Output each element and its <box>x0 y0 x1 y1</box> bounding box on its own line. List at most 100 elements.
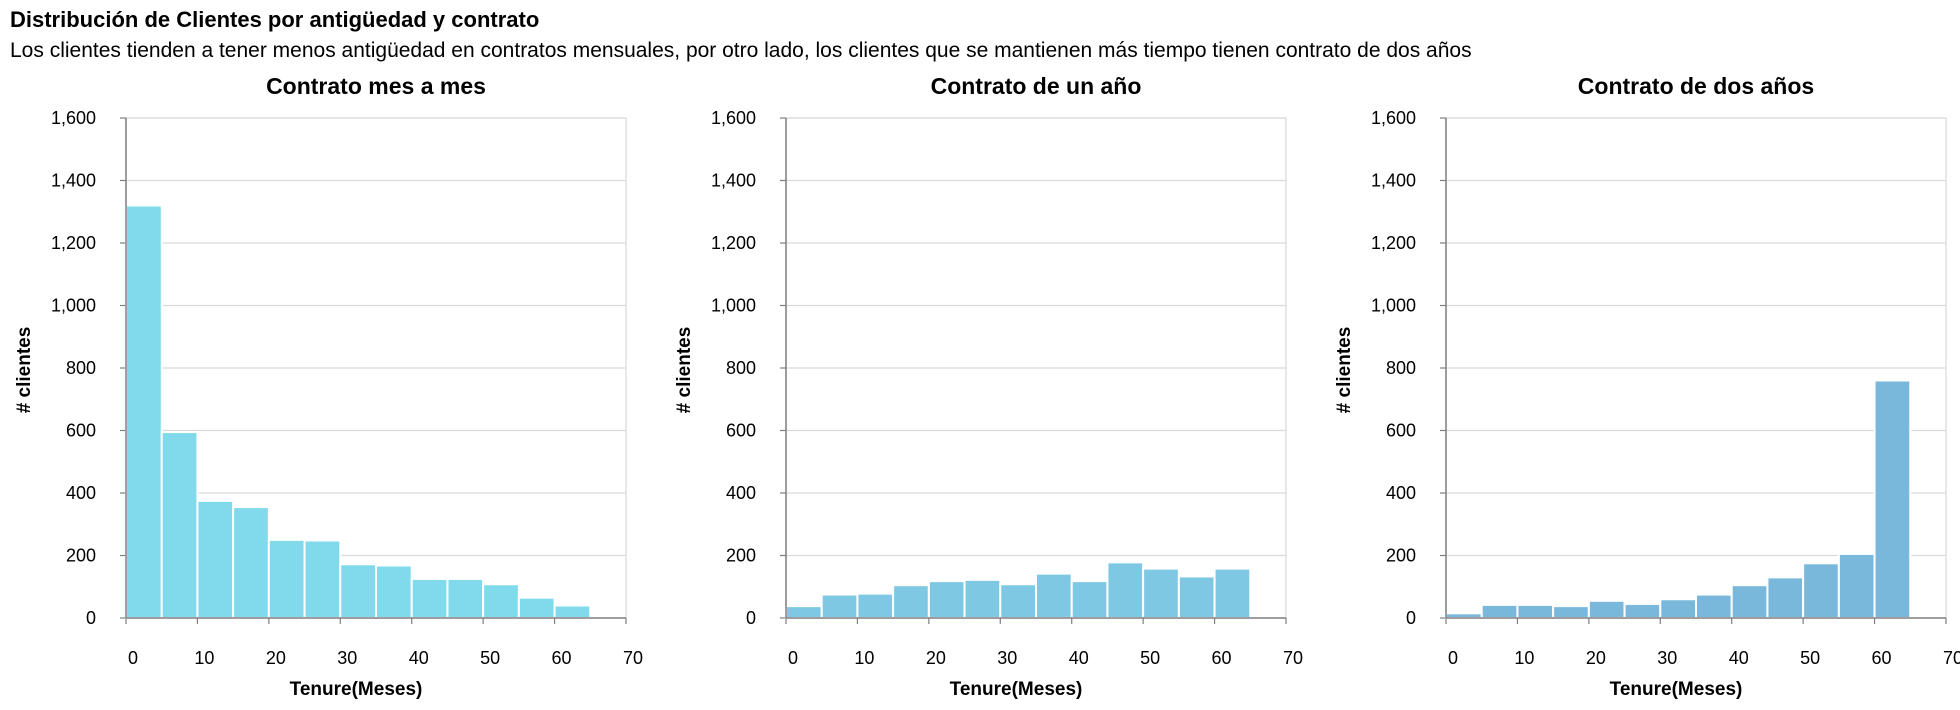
chart-title: Contrato de dos años <box>1578 73 1814 99</box>
x-tick-label: 30 <box>1657 648 1677 668</box>
y-tick-label: 1,000 <box>51 296 96 316</box>
bar <box>160 431 199 619</box>
y-tick-label: 1,600 <box>1371 108 1416 128</box>
bar <box>1177 575 1216 619</box>
bar <box>1552 605 1590 619</box>
x-tick-label: 40 <box>1069 648 1089 668</box>
bar <box>1802 562 1840 619</box>
bar <box>553 604 592 619</box>
y-tick-label: 0 <box>746 608 756 628</box>
bar <box>410 577 449 619</box>
bar <box>125 204 163 619</box>
x-tick-label: 60 <box>1872 648 1892 668</box>
bar <box>303 539 342 619</box>
bar <box>482 583 520 619</box>
bar <box>1480 603 1519 619</box>
bar <box>1695 593 1733 619</box>
bar <box>999 583 1037 619</box>
x-tick-label: 50 <box>480 648 500 668</box>
x-tick-label: 30 <box>997 648 1017 668</box>
x-axis-label: Tenure(Meses) <box>1610 679 1743 700</box>
chart-title: Contrato de un año <box>931 73 1142 99</box>
y-tick-label: 200 <box>66 546 96 566</box>
bar <box>375 564 413 619</box>
y-tick-label: 1,200 <box>51 233 96 253</box>
bar <box>1837 552 1876 619</box>
bar <box>1766 576 1805 619</box>
x-tick-label: 70 <box>623 648 643 668</box>
y-tick-label: 800 <box>1386 358 1416 378</box>
y-tick-label: 200 <box>726 546 756 566</box>
chart-2: 0 200 400 600 800 1,000 1,200 1,400 1,600 0 10 20 30… <box>674 73 1303 700</box>
x-tick-label: 10 <box>194 648 214 668</box>
page-title: Distribución de Clientes por antigüedad … <box>10 7 540 32</box>
bar <box>339 563 377 619</box>
y-tick-label: 1,000 <box>711 296 756 316</box>
x-tick-label: 20 <box>926 648 946 668</box>
x-tick-label: 70 <box>1943 648 1960 668</box>
bar <box>1873 379 1912 619</box>
x-axis-label: Tenure(Meses) <box>290 679 423 700</box>
bar <box>963 578 1002 619</box>
bar <box>267 538 306 619</box>
bar <box>927 580 966 619</box>
x-tick-label: 10 <box>1514 648 1534 668</box>
chart-1: 0 200 400 600 800 1,000 1,200 1,400 1,600 0 10 20 30… <box>14 73 643 700</box>
y-tick-label: 200 <box>1386 546 1416 566</box>
y-tick-label: 400 <box>1386 483 1416 503</box>
bar <box>517 596 556 619</box>
y-tick-label: 600 <box>1386 421 1416 441</box>
x-tick-label: 0 <box>1448 648 1458 668</box>
y-tick-label: 1,600 <box>711 108 756 128</box>
bar <box>1106 561 1145 619</box>
bar <box>232 506 270 619</box>
bar <box>892 584 930 619</box>
y-tick-label: 0 <box>86 608 96 628</box>
x-tick-label: 70 <box>1283 648 1303 668</box>
y-tick-label: 800 <box>726 358 756 378</box>
x-tick-label: 0 <box>128 648 138 668</box>
y-tick-label: 800 <box>66 358 96 378</box>
bar <box>1623 602 1662 619</box>
y-axis-label: # clientes <box>674 327 695 414</box>
bar <box>820 593 859 619</box>
y-tick-label: 600 <box>66 421 96 441</box>
x-tick-label: 20 <box>1586 648 1606 668</box>
y-tick-label: 1,200 <box>1371 233 1416 253</box>
bar <box>1035 572 1073 619</box>
y-axis-label: # clientes <box>14 327 35 414</box>
x-tick-label: 50 <box>1800 648 1820 668</box>
bar <box>446 577 485 619</box>
x-tick-label: 50 <box>1140 648 1160 668</box>
bar <box>1730 584 1769 619</box>
x-tick-label: 60 <box>552 648 572 668</box>
y-axis-label: # clientes <box>1334 327 1355 414</box>
y-tick-label: 1,400 <box>51 171 96 191</box>
bar <box>1142 567 1180 619</box>
chart-3: 0 200 400 600 800 1,000 1,200 1,400 1,600 0 10 20 30… <box>1334 73 1960 700</box>
x-tick-label: 40 <box>1729 648 1749 668</box>
chart-title: Contrato mes a mes <box>266 73 486 99</box>
y-tick-label: 400 <box>726 483 756 503</box>
bar <box>1516 603 1555 619</box>
x-tick-label: 60 <box>1212 648 1232 668</box>
y-tick-label: 0 <box>1406 608 1416 628</box>
bar <box>785 605 823 619</box>
x-tick-label: 10 <box>854 648 874 668</box>
y-tick-label: 1,400 <box>711 171 756 191</box>
y-tick-label: 1,400 <box>1371 171 1416 191</box>
bar <box>1213 567 1252 619</box>
bar <box>196 499 235 619</box>
bar <box>856 592 895 619</box>
x-axis-label: Tenure(Meses) <box>950 679 1083 700</box>
y-tick-label: 1,200 <box>711 233 756 253</box>
x-tick-label: 0 <box>788 648 798 668</box>
bar <box>1587 599 1626 619</box>
x-tick-label: 40 <box>409 648 429 668</box>
x-tick-label: 30 <box>337 648 357 668</box>
y-tick-label: 1,600 <box>51 108 96 128</box>
y-tick-label: 600 <box>726 421 756 441</box>
x-tick-label: 20 <box>266 648 286 668</box>
bar <box>1659 598 1698 619</box>
